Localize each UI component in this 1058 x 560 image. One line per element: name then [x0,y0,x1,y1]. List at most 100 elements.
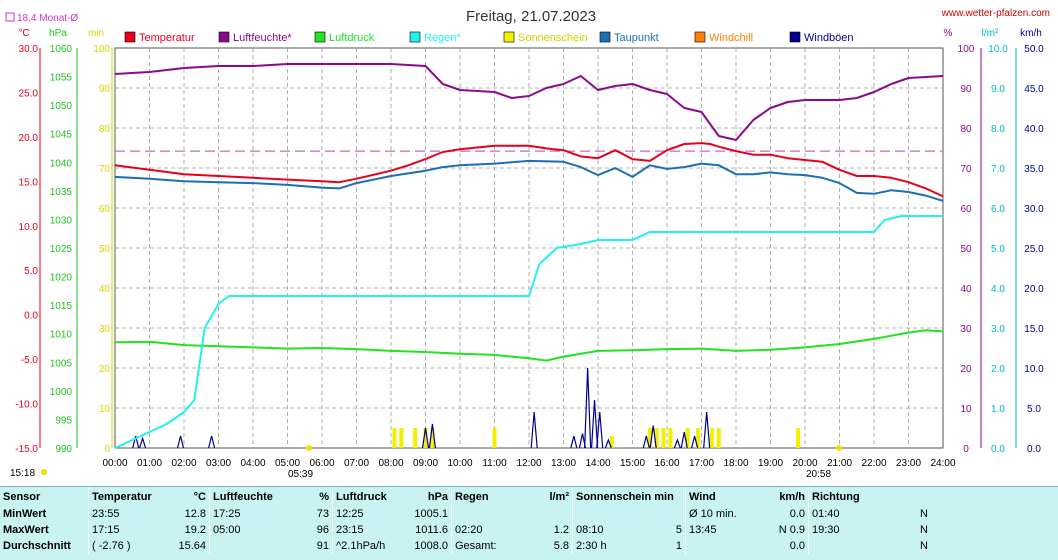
gust-spike [132,435,140,449]
wind-value: 0.0 [789,540,805,552]
stats-header-sensor: Sensor [3,490,41,503]
hum-time [209,538,288,554]
rain-axis-unit: l/m² [982,28,999,39]
pressure-tick-label: 1035 [50,187,73,198]
legend-label: Windböen [804,32,854,44]
x-tick-label: 06:00 [309,458,334,469]
wind-tick-label: 40.0 [1024,124,1044,135]
dir-time: 19:30 [808,522,895,538]
wind-tick-label: 30.0 [1024,204,1044,215]
rain-time: Gesamt: [451,538,526,554]
pressure-tick-label: 1060 [50,44,73,55]
x-tick-label: 00:00 [102,458,127,469]
x-tick-label: 18:00 [723,458,748,469]
sunshine-bar [668,428,673,448]
sun-value: 1 [675,540,682,552]
pressure-tick-label: 1020 [50,273,73,284]
temp-time: 23:55 [88,506,163,522]
legend-swatch [218,31,230,43]
legend-swatch [599,31,611,43]
sun-tick-label: 40 [99,284,111,295]
sun-tick-label: 50 [99,244,111,255]
wind-tick-label: 5.0 [1027,404,1041,415]
sunrise-label: 05:39 [288,469,313,480]
sunshine-bars [392,428,801,448]
sun-time: 08:10 [571,522,657,538]
sun-value: 5 [675,524,682,536]
sunshine-bar [492,428,497,448]
sunshine-bar [399,428,404,448]
hum-time: 05:00 [209,522,288,538]
pressure-tick-label: 995 [55,415,72,426]
stats-header-press-unit: hPa [427,490,448,503]
gust-spike [590,399,599,449]
pressure-tick-label: 1015 [50,301,73,312]
wind-tick-label: 50.0 [1024,44,1044,55]
sunshine-bar [430,428,435,448]
rain-tick-label: 5.0 [991,244,1005,255]
rain-tick-label: 0.0 [991,444,1005,455]
x-tick-label: 02:00 [171,458,196,469]
x-tick-label: 14:00 [585,458,610,469]
source-link[interactable]: www.wetter-pfalzen.com [941,8,1050,19]
wind-tick-label: 10.0 [1024,364,1044,375]
temp-value: 12.8 [184,508,206,520]
stats-row-max: MaxWert 17:15 19.2 05:00 96 23:15 1011.6… [0,522,931,538]
sunrise-icon [306,445,312,451]
wind-axis-unit: km/h [1020,28,1042,39]
sun-tick-label: 100 [93,44,110,55]
rain-value: 5.8 [553,540,569,552]
rain-time: 02:20 [451,522,526,538]
wind-tick-label: 20.0 [1024,284,1044,295]
sun-tick-label: 70 [99,164,111,175]
temp-time: 17:15 [88,522,163,538]
hum-value: 96 [316,524,329,536]
sunshine-bar [796,428,801,448]
temp-tick-label: 20.0 [19,133,39,144]
dir-value: N [920,524,928,536]
pressure-tick-label: 1030 [50,215,73,226]
x-tick-label: 10:00 [447,458,472,469]
sun-time [571,506,657,522]
pressure-tick-label: 1005 [50,358,73,369]
press-value: 1011.6 [415,524,448,536]
legend-label: Luftdruck [329,32,375,44]
legend-swatch [409,31,421,43]
sunshine-bar [696,428,701,448]
stats-panel: Sensor Temperatur °C Luftfeuchte % Luftd… [0,486,1058,560]
gust-spike [584,367,592,449]
stats-header-temp-unit: °C [193,490,206,503]
sunshine-bar [413,428,418,448]
x-tick-label: 08:00 [378,458,403,469]
chart-lines [114,63,944,449]
sun-value [657,506,686,522]
temp-tick-label: 30.0 [19,44,39,55]
stats-row-min: MinWert 23:55 12.8 17:25 73 12:25 1005.1… [0,506,931,522]
pressure-tick-label: 1025 [50,244,73,255]
sunset-icon [836,445,842,451]
x-tick-label: 22:00 [861,458,886,469]
press-value: 1008.0 [414,540,448,552]
x-tick-label: 04:00 [240,458,265,469]
gust-spike [691,435,699,449]
legend-label: Temperatur [139,32,195,44]
temp-time: ( -2.76 ) [88,538,163,554]
stats-header-wind: Wind [685,487,762,506]
legend-label: Luftfeuchte* [233,32,292,44]
dir-value: N [920,508,928,520]
rain-tick-label: 3.0 [991,324,1005,335]
x-tick-label: 17:00 [689,458,714,469]
x-tick-label: 03:00 [206,458,231,469]
temp-tick-label: -5.0 [21,355,39,366]
humidity-tick-label: 80 [960,124,972,135]
rain-tick-label: 9.0 [991,84,1005,95]
rain-tick-label: 10.0 [988,44,1008,55]
sun-tick-label: 90 [99,84,111,95]
rain-tick-label: 6.0 [991,204,1005,215]
row-label: Durchschnitt [3,540,71,552]
rain-tick-label: 1.0 [991,404,1005,415]
humidity-tick-label: 100 [958,44,975,55]
gust-spike [703,411,711,449]
x-tick-label: 21:00 [827,458,852,469]
temp-value: 15.64 [178,540,206,552]
